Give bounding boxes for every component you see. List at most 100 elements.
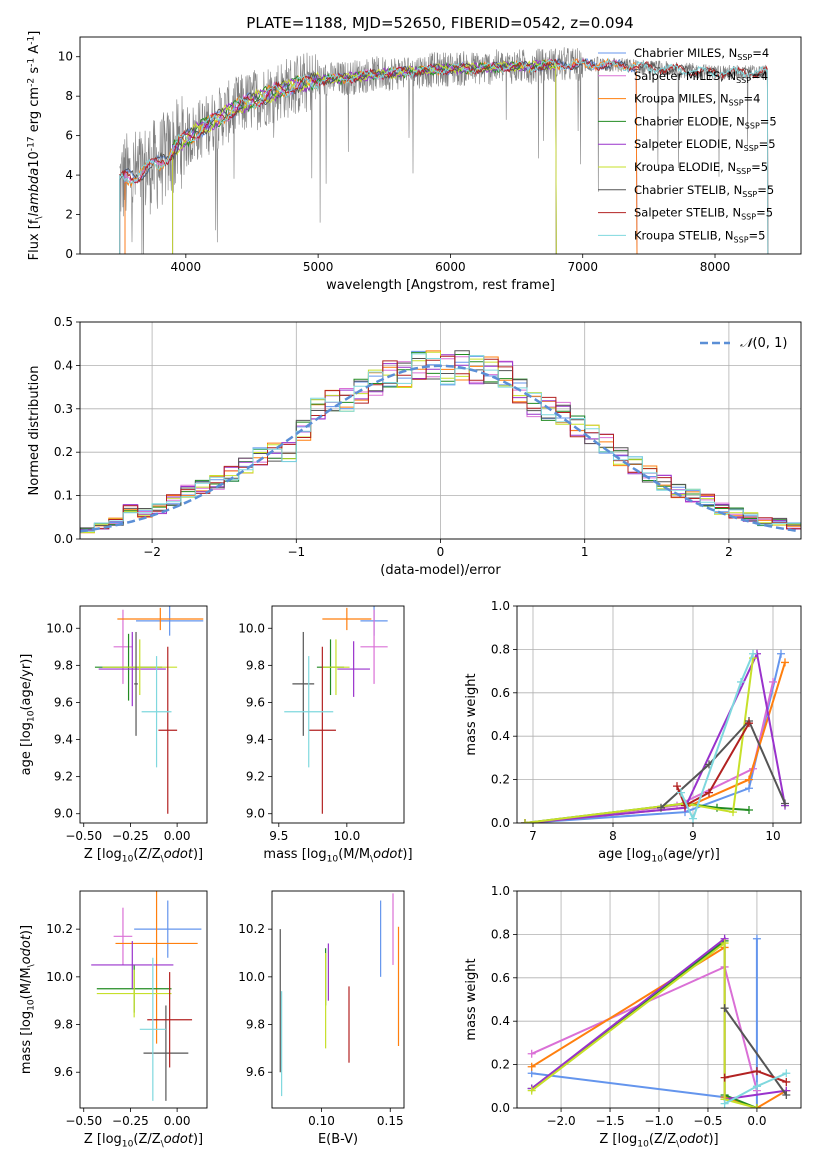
x-axis-label: Z [log10(Z/Z\odot)] — [84, 1132, 203, 1149]
y-tick-label: 0.2 — [491, 773, 510, 787]
y-axis-label: Normed distribution — [27, 366, 42, 496]
weight-marker — [781, 799, 789, 808]
y-tick-label: 9.8 — [246, 658, 265, 672]
weight-marker — [527, 1049, 536, 1058]
weight-marker — [752, 1067, 761, 1076]
y-tick-label: 9.8 — [246, 1018, 265, 1032]
y-tick-label: 9.0 — [246, 807, 265, 821]
legend-text: Kroupa MILES, N — [634, 92, 729, 106]
x-tick-label: 2 — [725, 545, 733, 559]
legend-text: Chabrier ELODIE, N — [634, 114, 745, 128]
label-segment: A — [27, 45, 42, 58]
y-tick-label: 0.6 — [491, 686, 510, 700]
legend-label: Chabrier ELODIE, NSSP=5 — [634, 114, 777, 130]
legend-text: Salpeter MILES, N — [634, 69, 736, 83]
errorbar-point — [134, 631, 138, 736]
weight-marker — [745, 784, 753, 793]
label-segment: mass weight — [464, 673, 479, 755]
label-segment: 10 — [26, 999, 36, 1011]
panel-mass_vs_Z: −0.50 −0.25 0.009.69.810.010.2Z [log10(Z/Z… — [19, 890, 208, 1149]
legend-subscript: SSP — [741, 213, 756, 222]
label-segment: 10 — [27, 151, 42, 168]
y-tick-label: 10.0 — [238, 621, 265, 635]
x-tick-label: −1 — [287, 545, 305, 559]
y-tick-label: 10.2 — [46, 922, 73, 936]
axes-frame — [79, 36, 802, 255]
weight-marker — [745, 775, 753, 784]
plot-area — [284, 606, 388, 814]
y-tick-label: 9.2 — [54, 770, 73, 784]
errorbar-point — [141, 656, 172, 768]
label-segment: odot — [19, 934, 34, 964]
y-tick-label: 9.4 — [54, 733, 73, 747]
label-segment: )] — [402, 847, 412, 862]
y-tick-label: 4 — [65, 168, 73, 182]
x-tick-label: −0.25 — [112, 829, 149, 843]
label-segment: \ — [161, 1139, 165, 1149]
x-tick-label: 0 — [437, 545, 445, 559]
errorbar-point — [115, 891, 198, 1044]
weight-line — [723, 1007, 788, 1096]
errorbar-point — [134, 900, 202, 958]
legend-label: Kroupa MILES, NSSP=4 — [634, 92, 760, 108]
legend-subscript: SSP — [744, 144, 759, 153]
axes-frame — [271, 890, 405, 1109]
x-axis-label: wavelength [Angstrom, rest frame] — [326, 278, 555, 293]
weight-marker — [745, 805, 753, 814]
x-tick-label: 6000 — [435, 260, 466, 274]
x-tick-label: −0.5 — [693, 1114, 722, 1128]
y-tick-label: 1.0 — [491, 884, 510, 898]
y-tick-label: 10.0 — [46, 970, 73, 984]
panel-spectrum: 4000 5000 6000 7000 8000 0 2 4 6 8 10 wavelength [A… — [26, 31, 802, 293]
weight-marker — [782, 1077, 791, 1086]
panel-weight_vs_Z: −2.0 −1.5 −1.0 −0.5 0.0 0.0 0.2 0.4 0.6 0.8 1.0 Z [… — [464, 884, 802, 1149]
x-tick-label: −0.50 — [65, 1114, 102, 1128]
label-segment: mass [log — [263, 847, 326, 862]
label-segment: 10 — [26, 710, 36, 722]
weight-marker — [781, 658, 789, 667]
x-tick-label: 1 — [581, 545, 589, 559]
y-tick-label: 9.4 — [246, 733, 265, 747]
plot-area — [94, 606, 204, 814]
errorbar-point — [292, 631, 315, 736]
weight-marker — [705, 788, 713, 797]
legend-text: =4 — [752, 46, 769, 60]
weight-marker — [752, 1104, 761, 1108]
legend-subscript: SSP — [729, 99, 744, 108]
panel-mass_vs_ebv: 0.10 0.15 9.6 9.8 10.0 10.2 E(B-V) — [238, 890, 405, 1147]
y-tick-label: 0.5 — [54, 315, 73, 329]
x-axis-label: age [log10(age/yr)] — [598, 847, 720, 864]
errorbar-point — [284, 656, 334, 768]
label-segment: lambda — [27, 168, 42, 217]
label-segment: erg cm — [27, 87, 42, 136]
weight-marker — [527, 1062, 536, 1071]
legend-label: Kroupa STELIB, NSSP=5 — [634, 228, 765, 244]
legend-text: =5 — [759, 137, 776, 151]
legend-subscript: SSP — [742, 190, 757, 199]
legend-text: Salpeter STELIB, N — [634, 206, 741, 220]
axes-frame — [79, 890, 208, 1109]
y-tick-label: 0.4 — [491, 729, 510, 743]
y-tick-label: 0.6 — [491, 971, 510, 985]
axes-frame — [271, 605, 405, 824]
x-tick-label: −0.50 — [65, 829, 102, 843]
x-tick-label: 9.5 — [269, 829, 288, 843]
x-tick-label: 0.0 — [747, 1114, 766, 1128]
normal-curve — [80, 364, 799, 533]
plot-area — [91, 891, 202, 1101]
legend-label: Chabrier MILES, NSSP=4 — [634, 46, 769, 62]
weight-line — [680, 653, 754, 822]
x-tick-label: −1.0 — [644, 1114, 673, 1128]
x-tick-label: 0.10 — [308, 1114, 335, 1128]
y-tick-label: 0.8 — [491, 927, 510, 941]
y-axis-label: mass weight — [464, 673, 479, 755]
y-tick-label: 0.4 — [491, 1014, 510, 1028]
y-tick-label: 10.0 — [238, 970, 265, 984]
y-tick-label: 0.0 — [491, 1101, 510, 1115]
legend-subscript: SSP — [737, 53, 752, 62]
plot-area — [119, 47, 769, 254]
x-axis-label: E(B-V) — [318, 1132, 358, 1147]
label-segment: 10 — [122, 854, 134, 864]
label-segment: 10 — [651, 854, 663, 864]
